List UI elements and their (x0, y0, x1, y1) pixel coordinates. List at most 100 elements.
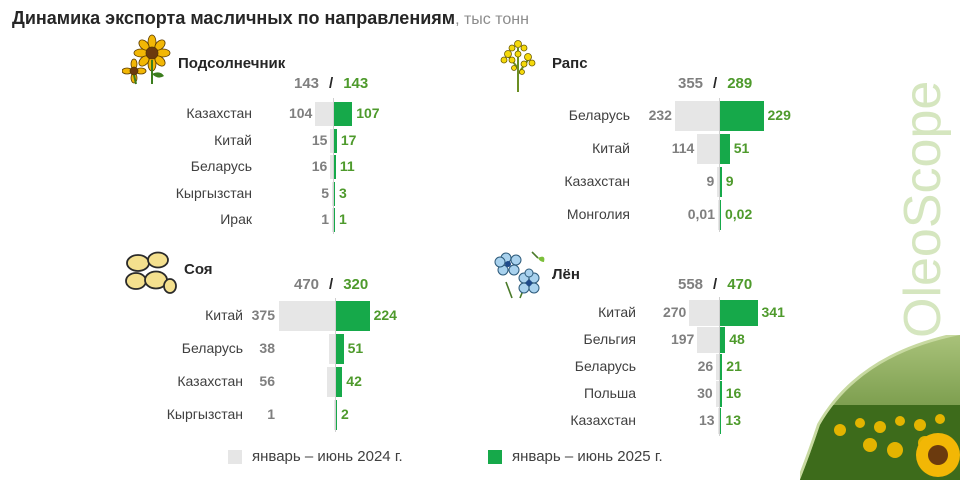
soybean-icon (125, 251, 177, 294)
bar-prev (715, 381, 719, 407)
panel-title-flax: Лён (552, 266, 580, 283)
bar-curr (720, 134, 730, 164)
category-label: Китай (214, 131, 252, 148)
data-label-prev: 1 (267, 406, 275, 422)
bar-prev (326, 367, 335, 397)
data-label-prev: 114 (671, 140, 695, 156)
category-label: Бельгия (583, 331, 636, 347)
bar-curr (720, 408, 722, 434)
legend-swatch-prev (228, 449, 242, 464)
data-label-curr: 229 (767, 107, 791, 123)
total-separator: / (713, 75, 718, 92)
bar-prev (329, 334, 335, 364)
data-label-prev: 56 (259, 373, 275, 389)
brand-text: OleoScope (894, 81, 952, 338)
data-label-prev: 30 (697, 385, 713, 401)
data-label-curr: 3 (339, 184, 347, 201)
data-label-prev: 5 (321, 184, 329, 201)
bar-prev (330, 155, 333, 179)
category-label: Беларусь (574, 358, 636, 374)
bar-curr (720, 327, 726, 353)
sunflower-icon (122, 34, 171, 85)
bar-prev (278, 301, 335, 331)
category-label: Казахстан (177, 373, 243, 389)
category-label: Польша (583, 385, 636, 401)
category-label: Казахстан (564, 173, 630, 189)
title-unit: , тыс тонн (455, 11, 529, 28)
total-curr: 320 (343, 276, 369, 293)
bar-prev (717, 408, 719, 434)
total-separator: / (329, 276, 334, 293)
data-label-curr: 13 (725, 412, 741, 428)
bar-curr (334, 128, 337, 153)
category-label: Китай (592, 140, 630, 156)
center-axis (719, 297, 720, 436)
bar-prev (330, 128, 333, 153)
data-label-curr: 2 (341, 406, 349, 422)
total-prev: 470 (294, 276, 320, 293)
data-label-prev: 232 (648, 107, 672, 123)
data-label-curr: 11 (339, 158, 355, 174)
rapeseed-icon (500, 40, 536, 92)
data-label-prev: 15 (311, 131, 328, 148)
data-label-prev: 1 (321, 211, 329, 227)
data-label-prev: 270 (662, 304, 687, 320)
data-label-prev: 9 (706, 173, 715, 189)
bar-prev (674, 101, 719, 131)
bar-curr (720, 300, 758, 326)
data-label-curr: 0,02 (725, 206, 753, 222)
bar-curr (334, 208, 335, 232)
total-curr: 470 (727, 276, 753, 293)
bar-curr (334, 102, 353, 126)
data-label-prev: 13 (699, 412, 715, 428)
data-label-curr: 48 (729, 331, 745, 347)
bar-curr (336, 367, 343, 397)
category-label: Беларусь (568, 107, 630, 123)
center-axis (719, 98, 720, 232)
data-label-curr: 42 (346, 373, 362, 389)
legend-label-prev: январь – июнь 2024 г. (252, 448, 403, 465)
data-label-prev: 0,01 (687, 206, 715, 222)
data-label-curr: 107 (356, 105, 380, 121)
bar-curr (720, 354, 723, 380)
totals-soy: 470 / 320 (294, 276, 368, 293)
category-label: Казахстан (570, 412, 636, 428)
category-label: Китай (205, 307, 243, 323)
bar-curr (720, 167, 722, 197)
data-label-curr: 16 (725, 385, 742, 401)
bar-prev (332, 181, 333, 206)
oleoscope-logo: OleoScope (894, 81, 952, 338)
category-label: Беларусь (181, 340, 243, 356)
data-label-curr: 17 (340, 131, 357, 148)
data-label-curr: 9 (725, 173, 734, 189)
category-label: Ирак (220, 211, 252, 227)
data-label-curr: 51 (347, 340, 364, 356)
data-label-curr: 1 (339, 211, 347, 227)
data-label-curr: 341 (761, 304, 785, 320)
bar-curr (336, 301, 370, 331)
category-label: Казахстан (186, 105, 252, 121)
legend-item-curr: январь – июнь 2025 г. (488, 448, 663, 465)
bar-curr (334, 155, 336, 179)
category-label: Кыргызстан (175, 184, 252, 201)
bar-curr (336, 400, 337, 430)
bar-prev (697, 134, 719, 164)
panel-title-rapeseed: Рапс (552, 55, 588, 72)
chart-title: Динамика экспорта масличных по направлен… (12, 8, 529, 29)
total-curr: 289 (727, 75, 753, 92)
data-label-curr: 224 (373, 307, 397, 323)
bar-prev (315, 102, 333, 126)
category-label: Китай (598, 304, 636, 320)
legend-swatch-curr (488, 449, 502, 464)
data-label-prev: 16 (311, 158, 328, 174)
total-prev: 143 (294, 75, 320, 92)
data-label-prev: 38 (259, 340, 275, 356)
data-label-prev: 26 (697, 358, 714, 374)
category-label: Кыргызстан (166, 406, 243, 422)
data-label-prev: 197 (670, 331, 695, 347)
bar-curr (720, 381, 722, 407)
data-label-curr: 21 (726, 358, 742, 374)
bar-curr (720, 200, 721, 230)
panel-title-soy: Соя (184, 261, 213, 278)
totals-rapeseed: 355 / 289 (678, 75, 752, 92)
